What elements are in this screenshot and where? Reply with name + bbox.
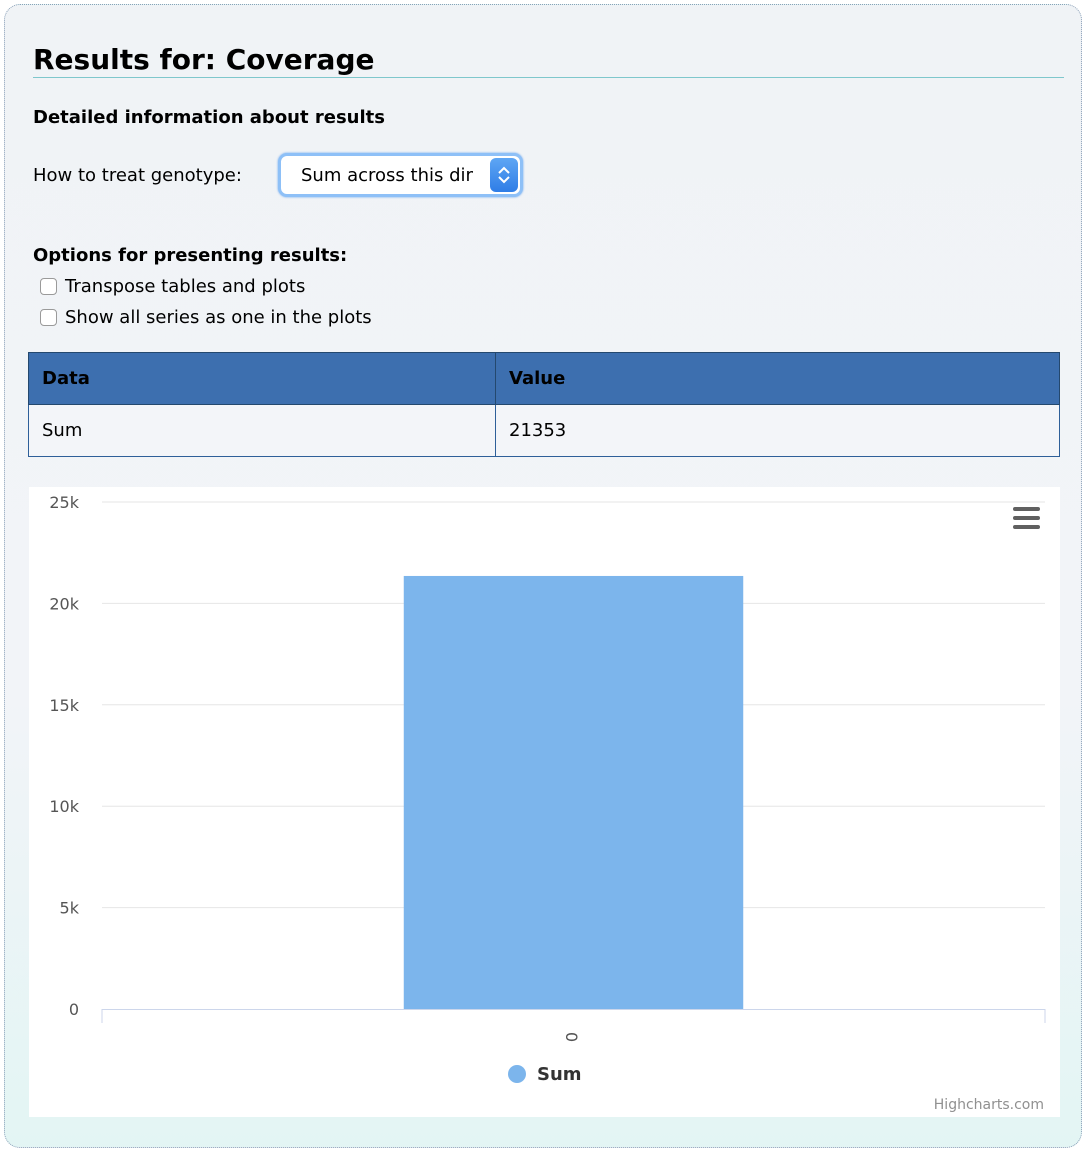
bar-chart: 0 5k 10k 15k 20k 25k 0 Sum Highcharts.com [29,487,1060,1117]
y-tick-label: 20k [49,594,79,613]
table-cell-value: 21353 [495,404,1060,457]
one-series-label: Show all series as one in the plots [65,306,372,328]
bar-0 [403,575,744,1009]
column-header-value: Value [495,352,1060,405]
page-title: Results for: Coverage [33,43,1064,78]
y-tick-label: 5k [60,899,80,918]
x-tick-label: 0 [563,1032,582,1042]
legend-marker [508,1065,526,1083]
results-table: Data Value Sum 21353 [28,352,1060,457]
options-heading: Options for presenting results: [33,245,348,266]
one-series-option[interactable]: Show all series as one in the plots [40,305,372,329]
genotype-label: How to treat genotype: [33,165,242,186]
genotype-select-value: Sum across this dimension [301,165,473,186]
genotype-select[interactable]: Sum across this dimension [278,153,523,197]
up-down-chevron-icon [490,158,518,192]
transpose-option[interactable]: Transpose tables and plots [40,274,305,298]
chart-credit-link[interactable]: Highcharts.com [933,1097,1044,1113]
one-series-checkbox[interactable] [40,308,57,326]
y-tick-label: 0 [69,1000,79,1019]
hamburger-menu-icon[interactable] [1011,507,1043,533]
y-tick-label: 15k [49,696,79,715]
table-row: Sum 21353 [28,404,1060,457]
transpose-label: Transpose tables and plots [65,275,306,297]
section-subtitle: Detailed information about results [33,107,385,128]
column-header-data: Data [28,352,496,405]
chart-plot: 0 5k 10k 15k 20k 25k 0 [49,493,1046,1042]
y-tick-label: 10k [49,797,79,816]
transpose-checkbox[interactable] [40,277,57,295]
legend-label: Sum [537,1063,582,1085]
legend-item-sum[interactable]: Sum [508,1061,582,1087]
table-header-row: Data Value [28,352,1060,405]
table-cell-data: Sum [28,404,496,457]
y-tick-label: 25k [49,493,79,512]
